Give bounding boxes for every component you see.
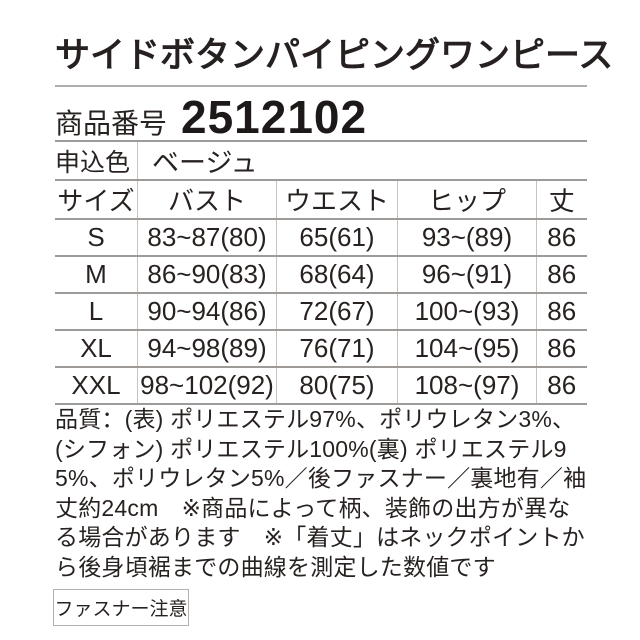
length-cell: 86 — [547, 296, 577, 326]
title-divider — [55, 85, 587, 87]
length-cell: 86 — [547, 333, 577, 363]
size-cell: M — [55, 257, 138, 292]
waist-cell: 80(75) — [277, 368, 398, 403]
column-header-waist: ウエスト — [277, 181, 398, 218]
bust-cell: 90~94(86) — [138, 294, 277, 329]
quality-note: 品質：(表) ポリエステル97%、ポリウレタン3%、(シフォン) ポリエステル1… — [55, 406, 587, 580]
hip-cell: 100~(93) — [398, 294, 537, 329]
fastener-caution-label: ファスナー注意 — [54, 599, 188, 620]
bust-cell: 98~102(92) — [138, 368, 277, 403]
waist-cell: 76(71) — [277, 331, 398, 366]
product-number-row: 商品番号 2512102 — [55, 90, 367, 144]
hip-cell: 108~(97) — [398, 368, 537, 403]
page-title: サイドボタンパイピングワンピース — [55, 36, 614, 75]
table-row-xxl: XXL 98~102(92) 80(75) 108~(97) 86 — [55, 368, 587, 405]
hip-cell: 96~(91) — [398, 257, 537, 292]
hip-cell: 104~(95) — [398, 331, 537, 366]
column-header-bust: バスト — [138, 181, 277, 218]
size-cell: S — [55, 220, 138, 255]
length-cell: 86 — [547, 222, 577, 252]
bust-cell: 94~98(89) — [138, 331, 277, 366]
hip-cell: 93~(89) — [398, 220, 537, 255]
waist-cell: 65(61) — [277, 220, 398, 255]
size-table: 申込色 ベージュ サイズ バスト ウエスト ヒップ 丈 S 83~87(80) … — [55, 140, 587, 405]
order-color-value: ベージュ — [152, 148, 258, 178]
order-color-label: 申込色 — [55, 142, 138, 179]
table-row-l: L 90~94(86) 72(67) 100~(93) 86 — [55, 294, 587, 331]
size-cell: XXL — [55, 368, 138, 403]
size-table-header-row: サイズ バスト ウエスト ヒップ 丈 — [55, 181, 587, 220]
size-cell: XL — [55, 331, 138, 366]
size-cell: L — [55, 294, 138, 329]
column-header-hip: ヒップ — [398, 181, 537, 218]
table-row-s: S 83~87(80) 65(61) 93~(89) 86 — [55, 220, 587, 257]
order-color-row: 申込色 ベージュ — [55, 142, 587, 181]
bust-cell: 86~90(83) — [138, 257, 277, 292]
fastener-caution-badge: ファスナー注意 — [53, 589, 189, 626]
table-row-m: M 86~90(83) 68(64) 96~(91) 86 — [55, 257, 587, 294]
length-cell: 86 — [547, 370, 577, 400]
column-header-length: 丈 — [548, 186, 575, 216]
product-number-label: 商品番号 — [55, 108, 168, 139]
table-row-xl: XL 94~98(89) 76(71) 104~(95) 86 — [55, 331, 587, 368]
bust-cell: 83~87(80) — [138, 220, 277, 255]
waist-cell: 72(67) — [277, 294, 398, 329]
length-cell: 86 — [547, 259, 577, 289]
waist-cell: 68(64) — [277, 257, 398, 292]
product-number-value: 2512102 — [181, 91, 368, 143]
column-header-size: サイズ — [55, 181, 138, 218]
